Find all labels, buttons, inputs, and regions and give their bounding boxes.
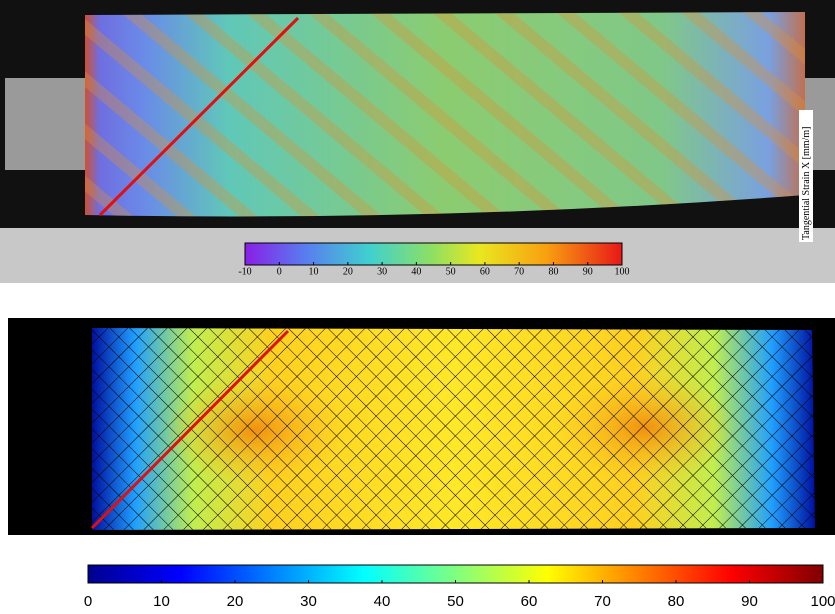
colorbar-tick-label: 10	[309, 266, 319, 277]
colorbar-tick-label: 70	[594, 593, 611, 610]
colorbar-tick-label: 0	[277, 266, 282, 277]
colorbar-tick-label: 0	[84, 593, 92, 610]
colorbar-tick-label: 50	[447, 593, 464, 610]
reference-line	[90, 329, 290, 530]
colorbar-tick-label: 90	[583, 266, 593, 277]
colorbar-tick-label: 100	[615, 266, 630, 277]
colorbar-tick-label: 60	[521, 593, 538, 610]
colorbar-tick-label: 10	[153, 593, 170, 610]
colorbar	[244, 242, 623, 266]
colorbar-tick-label: 40	[374, 593, 391, 610]
colorbar-tick-label: 60	[480, 266, 490, 277]
colorbar-tick-label: 100	[810, 593, 835, 610]
colorbar-tick-label: 30	[300, 593, 317, 610]
colorbar-tick-label: 70	[514, 266, 524, 277]
reference-line	[98, 16, 300, 217]
colorbar-tick-label: 20	[227, 593, 244, 610]
colorbar-tick-label: 20	[343, 266, 353, 277]
colorbar-tick-label: 50	[446, 266, 456, 277]
mesh	[92, 328, 815, 530]
colorbar-tick-label: 90	[741, 593, 758, 610]
axis-label: Tangential Strain X [mm/m]	[801, 127, 812, 240]
colorbar-tick-label: -10	[238, 266, 251, 277]
colorbar-tick-label: 30	[377, 266, 387, 277]
colorbar-tick-label: 40	[411, 266, 421, 277]
clamp	[5, 78, 85, 170]
strain-bands	[85, 12, 805, 217]
colorbar-tick-label: 80	[548, 266, 558, 277]
label-box	[799, 110, 813, 242]
colorbar-tick-label: 80	[668, 593, 685, 610]
